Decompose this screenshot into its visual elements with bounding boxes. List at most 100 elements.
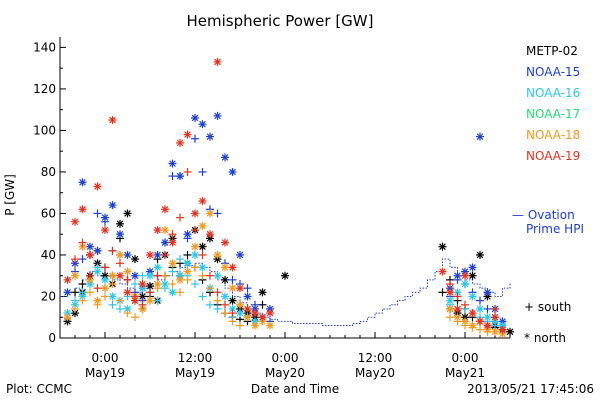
point-noaa-19-south: [213, 288, 222, 297]
point-noaa-16-south: [78, 288, 87, 297]
point-noaa-19-north: [63, 275, 72, 284]
point-noaa-18-south: [78, 296, 87, 305]
point-noaa-19-south: [168, 230, 177, 239]
point-noaa-19-north: [206, 230, 214, 239]
point-noaa-16-north: [183, 259, 192, 268]
point-noaa-16-north: [236, 309, 244, 318]
point-noaa-16-south: [108, 300, 117, 309]
point-noaa-18-north: [213, 250, 222, 259]
point-noaa-16-north: [461, 280, 469, 289]
legend-entry-noaa-17: NOAA-17: [526, 107, 580, 121]
point-noaa-19-north: [153, 226, 162, 235]
point-noaa-15-south: [176, 172, 184, 181]
point-metp-02-north: [123, 209, 132, 218]
point-noaa-18-north: [153, 280, 162, 289]
point-noaa-15-south: [93, 209, 102, 218]
point-noaa-19-south: [198, 250, 207, 259]
point-noaa-15-north: [168, 159, 177, 168]
legend-entry-noaa-19: NOAA-19: [526, 149, 580, 163]
point-noaa-15-north: [116, 230, 124, 239]
point-noaa-19-north: [183, 130, 192, 139]
point-noaa-16-south: [161, 284, 169, 293]
point-noaa-19-south: [123, 275, 132, 284]
ovation-hpi-path: [60, 258, 511, 327]
point-noaa-18-north: [108, 271, 117, 280]
point-noaa-19-north: [453, 304, 462, 313]
point-noaa-19-south: [206, 271, 214, 280]
point-noaa-18-north: [446, 304, 454, 313]
point-metp-02-north: [281, 271, 289, 280]
point-noaa-19-south: [108, 246, 117, 255]
point-noaa-18-south: [468, 323, 477, 332]
point-noaa-15-south: [198, 167, 207, 176]
point-noaa-18-north: [198, 221, 207, 230]
chart-title: Hemispheric Power [GW]: [187, 12, 374, 30]
point-noaa-16-south: [93, 263, 102, 272]
point-noaa-19-north: [251, 309, 259, 318]
point-noaa-15-north: [93, 246, 102, 255]
point-noaa-19-north: [138, 280, 147, 289]
point-noaa-18-north: [251, 321, 259, 330]
point-noaa-19-north: [221, 238, 229, 247]
point-noaa-19-north: [461, 271, 469, 280]
y-tick-label: 40: [41, 248, 56, 262]
point-noaa-19-north: [236, 284, 244, 293]
point-noaa-18-south: [206, 284, 214, 293]
y-tick-label: 20: [41, 289, 56, 303]
point-metp-02-north: [506, 327, 514, 336]
point-noaa-18-south: [476, 325, 484, 334]
point-noaa-18-north: [243, 313, 252, 322]
point-noaa-19-south: [228, 309, 237, 318]
point-noaa-15-north: [123, 250, 132, 259]
point-noaa-16-south: [191, 280, 199, 289]
point-metp-02-south: [71, 288, 79, 297]
point-noaa-18-north: [101, 284, 109, 293]
point-noaa-16-north: [191, 250, 199, 259]
point-metp-02-north: [476, 250, 484, 259]
x-tick-time-label: 0:00: [92, 351, 119, 365]
point-noaa-18-north: [176, 275, 184, 284]
x-tick-time-label: 12:00: [358, 351, 393, 365]
point-noaa-19-north: [101, 226, 109, 235]
x-tick-date-label: May19: [85, 366, 125, 380]
point-noaa-19-north: [198, 196, 207, 205]
legend: METP-02 NOAA-15 NOAA-16 NOAA-17 NOAA-18 NOAA-…: [512, 44, 584, 345]
point-noaa-16-north: [198, 263, 207, 272]
point-metp-02-north: [198, 242, 207, 251]
point-noaa-15-north: [228, 167, 237, 176]
point-noaa-19-south: [93, 284, 102, 293]
point-noaa-19-south: [461, 300, 469, 309]
point-noaa-19-north: [176, 138, 184, 147]
point-noaa-18-north: [461, 317, 469, 326]
point-noaa-19-north: [123, 288, 132, 297]
point-noaa-16-north: [153, 263, 162, 272]
point-noaa-18-south: [168, 280, 177, 289]
point-noaa-19-north: [438, 267, 447, 276]
point-noaa-16-south: [213, 304, 222, 313]
point-noaa-19-south: [131, 292, 139, 301]
point-noaa-15-north: [153, 250, 162, 259]
y-tick-label: 0: [48, 331, 56, 345]
point-noaa-15-south: [251, 300, 259, 309]
legend-entry-noaa-18: NOAA-18: [526, 128, 580, 142]
point-noaa-16-north: [468, 292, 477, 301]
point-noaa-19-south: [483, 321, 492, 330]
point-noaa-18-south: [101, 292, 109, 301]
point-noaa-18-south: [453, 317, 462, 326]
point-noaa-18-north: [191, 242, 199, 251]
point-noaa-19-north: [93, 182, 102, 191]
ovation-hpi-line: [60, 258, 511, 327]
point-noaa-16-north: [213, 271, 222, 280]
point-noaa-16-south: [138, 271, 147, 280]
point-noaa-18-south: [446, 313, 454, 322]
y-tick-label: 100: [33, 123, 56, 137]
point-noaa-19-south: [221, 300, 229, 309]
point-noaa-16-north: [146, 271, 154, 280]
point-noaa-15-south: [161, 238, 169, 247]
point-noaa-15-south: [183, 234, 192, 243]
point-noaa-19-south: [86, 271, 94, 280]
point-noaa-19-north: [228, 263, 237, 272]
point-noaa-19-north: [146, 250, 154, 259]
point-noaa-18-south: [93, 300, 102, 309]
